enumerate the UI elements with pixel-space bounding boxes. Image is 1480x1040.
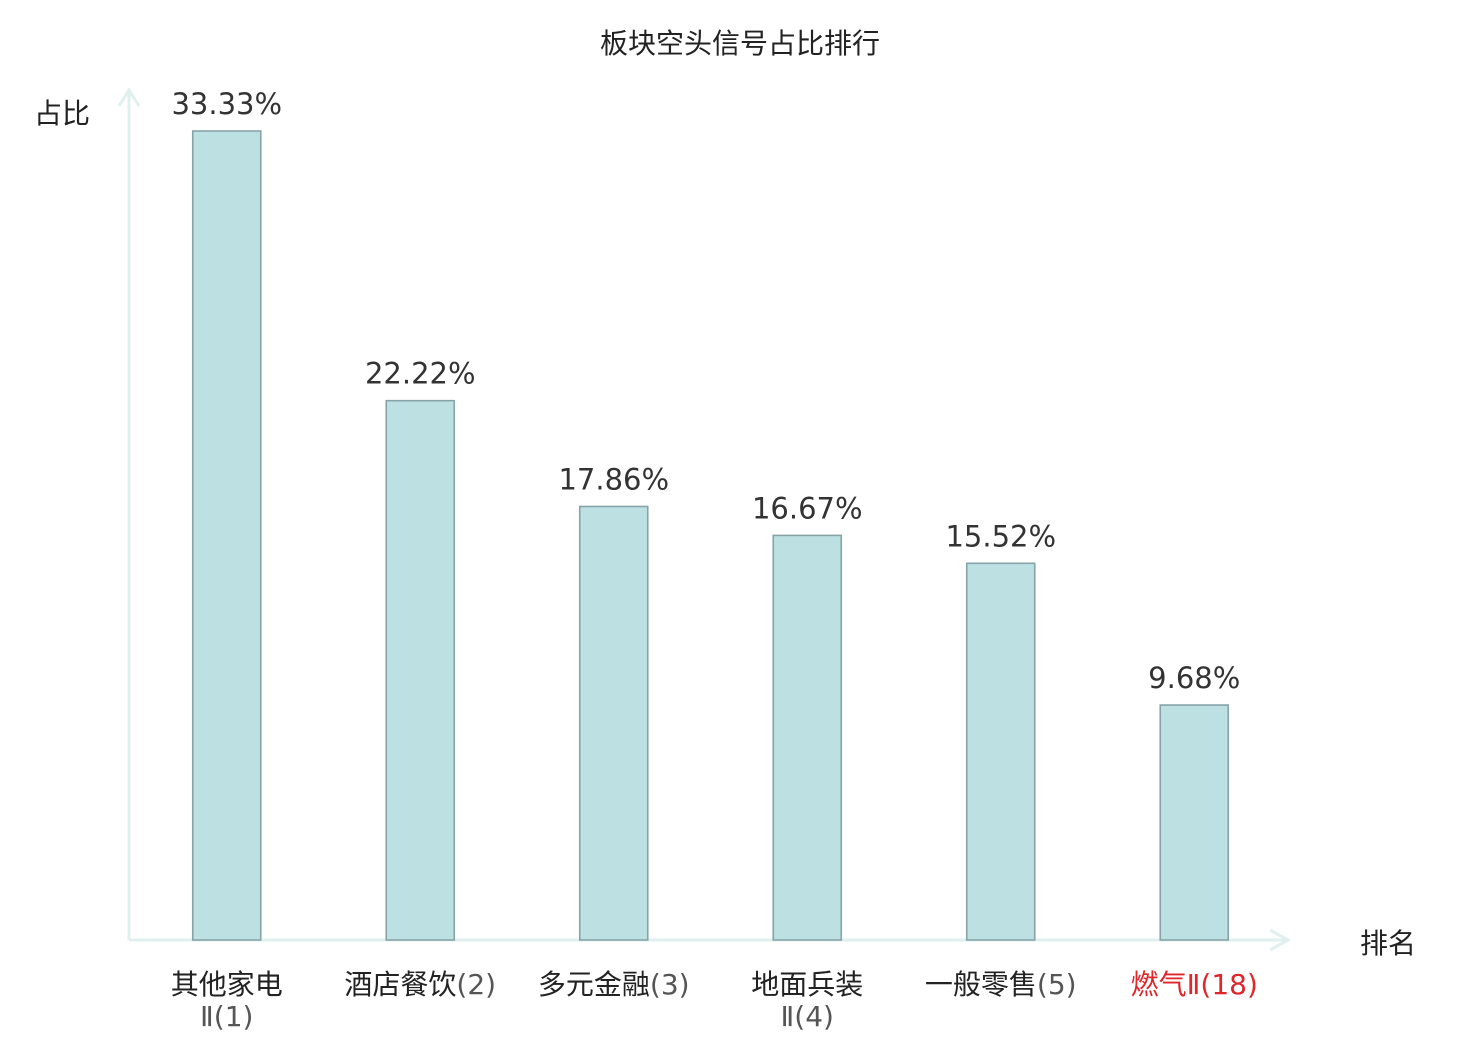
- category-label: 地面兵装 Ⅱ(4): [751, 968, 863, 1033]
- category-rank: Ⅱ(1): [200, 1000, 253, 1033]
- category-label: 其他家电 Ⅱ(1): [171, 968, 283, 1033]
- value-label: 33.33%: [171, 87, 282, 121]
- category-label: 燃气Ⅱ(18): [1131, 968, 1258, 1001]
- value-label: 9.68%: [1148, 661, 1240, 695]
- bar: [385, 399, 456, 941]
- value-label: 17.86%: [558, 462, 669, 496]
- category-rank: Ⅱ(4): [781, 1000, 834, 1033]
- y-axis-label: 占比: [34, 97, 91, 130]
- bars: [191, 130, 1230, 941]
- bar: [578, 505, 649, 941]
- category-name: 一般零售: [925, 968, 1037, 1001]
- category-name: 多元金融: [538, 968, 650, 1001]
- category-name: 燃气: [1131, 968, 1187, 1001]
- category-label: 一般零售(5): [925, 968, 1077, 1001]
- category-label: 酒店餐饮(2): [344, 968, 496, 1001]
- category-name: 地面兵装: [751, 968, 863, 1001]
- category-rank: (5): [1037, 968, 1077, 1001]
- x-axis-arrow: [1269, 928, 1292, 952]
- category-name: 其他家电: [171, 968, 283, 1001]
- category-rank: (3): [650, 968, 690, 1001]
- category-rank: Ⅱ(18): [1187, 968, 1258, 1001]
- bar: [1159, 704, 1230, 941]
- value-label: 15.52%: [945, 519, 1056, 553]
- bar: [772, 534, 843, 941]
- category-label: 多元金融(3): [538, 968, 690, 1001]
- value-labels: 33.33% 22.22% 17.86% 16.67% 15.52% 9.68%: [171, 87, 1240, 695]
- chart-title: 板块空头信号占比排行: [599, 27, 880, 60]
- axes: [117, 87, 1292, 952]
- category-name: 酒店餐饮: [344, 968, 456, 1001]
- category-labels: 其他家电 Ⅱ(1)酒店餐饮(2) 多元金融(3) 地面兵装 Ⅱ(4)一般零售(5) 燃气Ⅱ…: [171, 968, 1258, 1033]
- value-label: 16.67%: [752, 491, 863, 525]
- y-axis-arrow: [117, 87, 141, 107]
- bar: [191, 130, 262, 941]
- x-axis-label: 排名: [1360, 927, 1417, 960]
- bar: [965, 562, 1036, 941]
- category-rank: (2): [456, 968, 496, 1001]
- value-label: 22.22%: [365, 357, 476, 391]
